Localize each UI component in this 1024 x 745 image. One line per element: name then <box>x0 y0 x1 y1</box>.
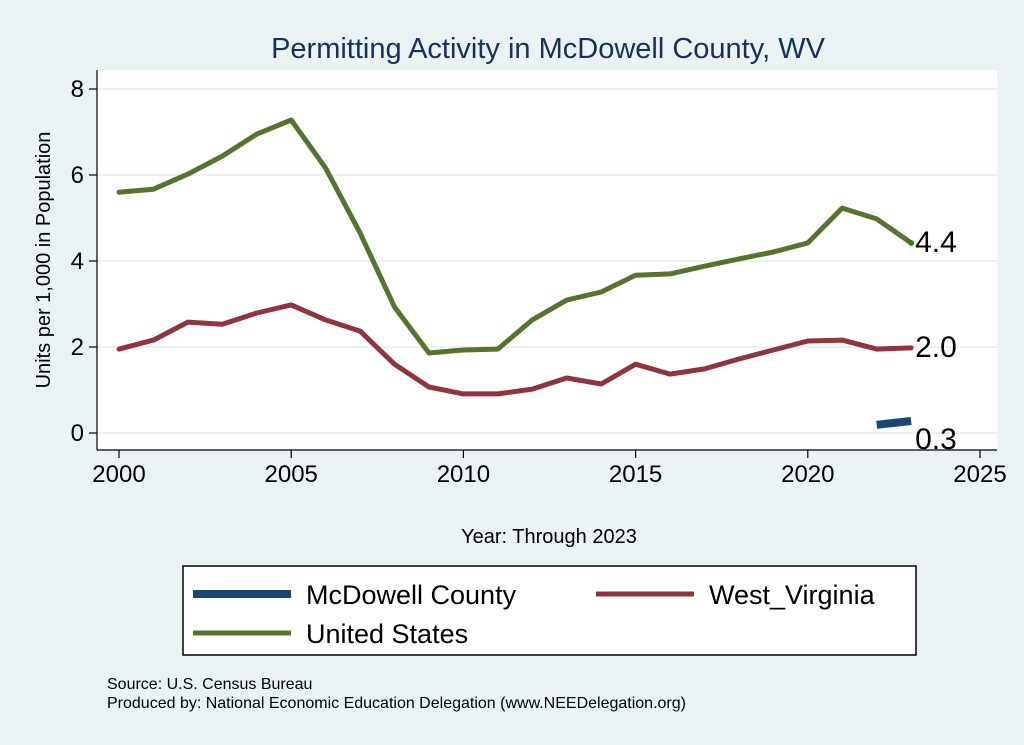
y-axis-label: Units per 1,000 in Population <box>33 132 55 389</box>
y-tick-label: 8 <box>71 76 84 103</box>
series-line-united-states <box>116 117 914 356</box>
y-tick-label: 4 <box>71 248 84 275</box>
chart-title: Permitting Activity in McDowell County, … <box>271 33 825 65</box>
y-tick-label: 0 <box>71 420 84 447</box>
legend-label-mcdowell: McDowell County <box>306 580 517 610</box>
legend-label-west-virginia: West_Virginia <box>709 580 876 610</box>
end-label-west-virginia: 2.0 <box>915 331 957 364</box>
source-note: Source: U.S. Census Bureau <box>107 676 312 693</box>
x-tick-label: 2015 <box>609 461 662 488</box>
end-marker-united-states <box>908 239 915 246</box>
producer-note: Produced by: National Economic Education… <box>107 695 686 712</box>
x-tick-label: 2000 <box>92 461 145 488</box>
end-label-united-states: 4.4 <box>915 226 957 259</box>
y-tick-label: 2 <box>71 334 84 361</box>
series-line-mcdowell <box>876 417 912 429</box>
legend-box <box>182 565 917 656</box>
legend-label-united-states: United States <box>306 619 468 649</box>
x-tick-label: 2020 <box>781 461 834 488</box>
x-axis-label: Year: Through 2023 <box>461 526 637 548</box>
x-tick-label: 2025 <box>953 461 1006 488</box>
x-tick-label: 2010 <box>437 461 490 488</box>
x-tick-label: 2005 <box>265 461 318 488</box>
legend: McDowell County West_Virginia United State… <box>182 565 917 656</box>
y-tick-label: 6 <box>71 162 84 189</box>
series-line-west-virginia <box>116 302 914 397</box>
end-label-mcdowell: 0.3 <box>915 423 957 456</box>
